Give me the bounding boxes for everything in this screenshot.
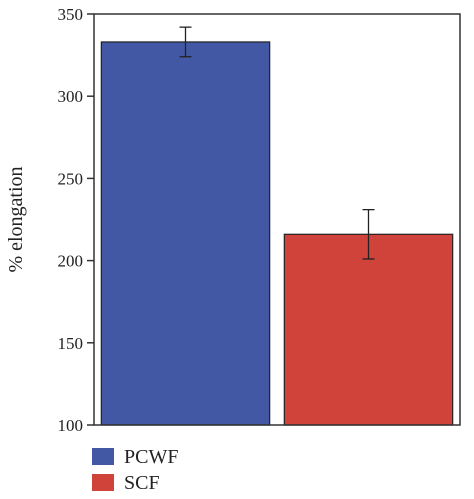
y-tick-label: 250 xyxy=(58,169,84,188)
bar-pcwf xyxy=(100,41,271,426)
legend-label-pcwf: PCWF xyxy=(124,446,178,468)
legend: PCWF SCF xyxy=(92,446,178,494)
legend-swatch-scf xyxy=(92,474,114,491)
y-tick-label: 200 xyxy=(58,252,84,271)
legend-label-scf: SCF xyxy=(124,472,160,494)
plot-frame xyxy=(93,13,461,426)
y-tick-label: 100 xyxy=(58,416,84,435)
y-tick-label: 350 xyxy=(58,5,84,24)
y-axis-label: % elongation xyxy=(5,166,27,272)
y-tick-label: 300 xyxy=(58,87,84,106)
legend-swatch-pcwf xyxy=(92,448,114,465)
y-axis-ticks: 100 150 200 250 300 350 xyxy=(58,5,94,435)
error-bars xyxy=(179,26,375,260)
y-tick-label: 150 xyxy=(58,334,84,353)
bar-scf xyxy=(283,233,454,426)
bars xyxy=(100,41,454,426)
